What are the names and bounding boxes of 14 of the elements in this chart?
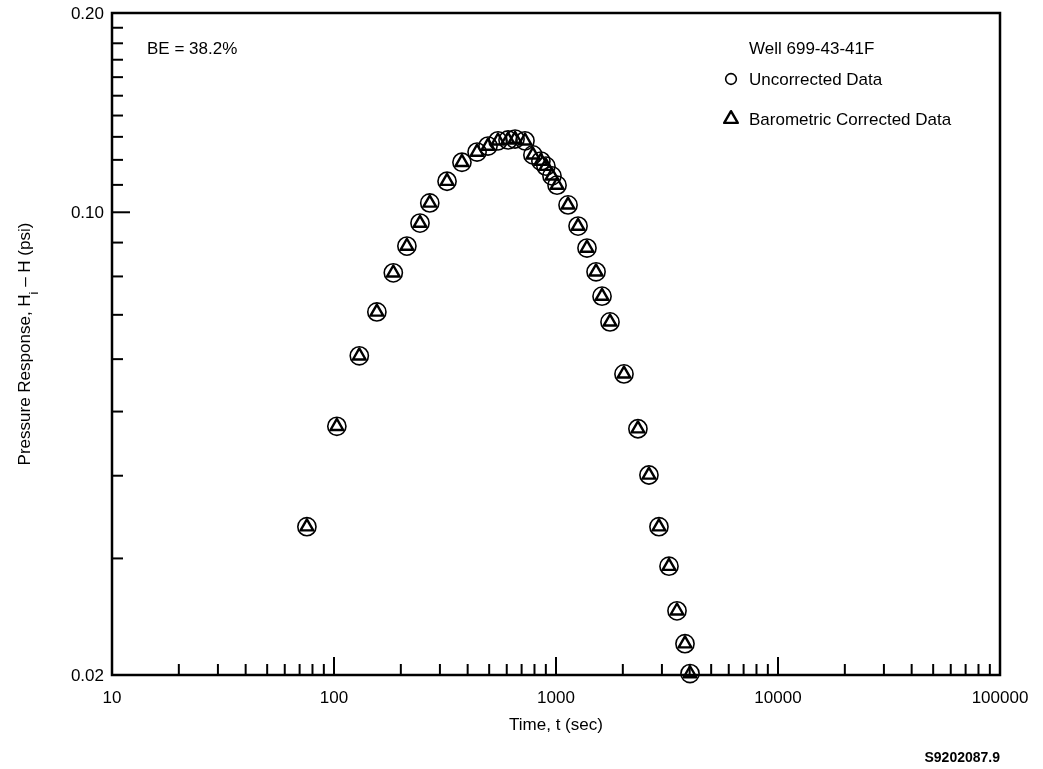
- y-tick-label: 0.02: [70, 666, 104, 685]
- legend-label: Uncorrected Data: [749, 70, 883, 89]
- y-tick-label: 0.10: [70, 203, 104, 223]
- x-tick-label: 100: [319, 688, 349, 707]
- y-tick-label: 0.20: [70, 4, 104, 23]
- x-axis-title: Time, t (sec): [509, 715, 603, 734]
- annotation: BE = 38.2%: [147, 39, 238, 58]
- x-tick-label: 10000: [754, 688, 802, 707]
- x-tick-label: 1000: [537, 688, 575, 707]
- x-tick-label: 100000: [971, 688, 1029, 707]
- text: S9202087.9: [924, 749, 1001, 765]
- legend-label: Barometric Corrected Data: [749, 110, 952, 129]
- x-tick-label: 10: [102, 688, 122, 707]
- legend-title: Well 699-43-41F: [749, 39, 875, 58]
